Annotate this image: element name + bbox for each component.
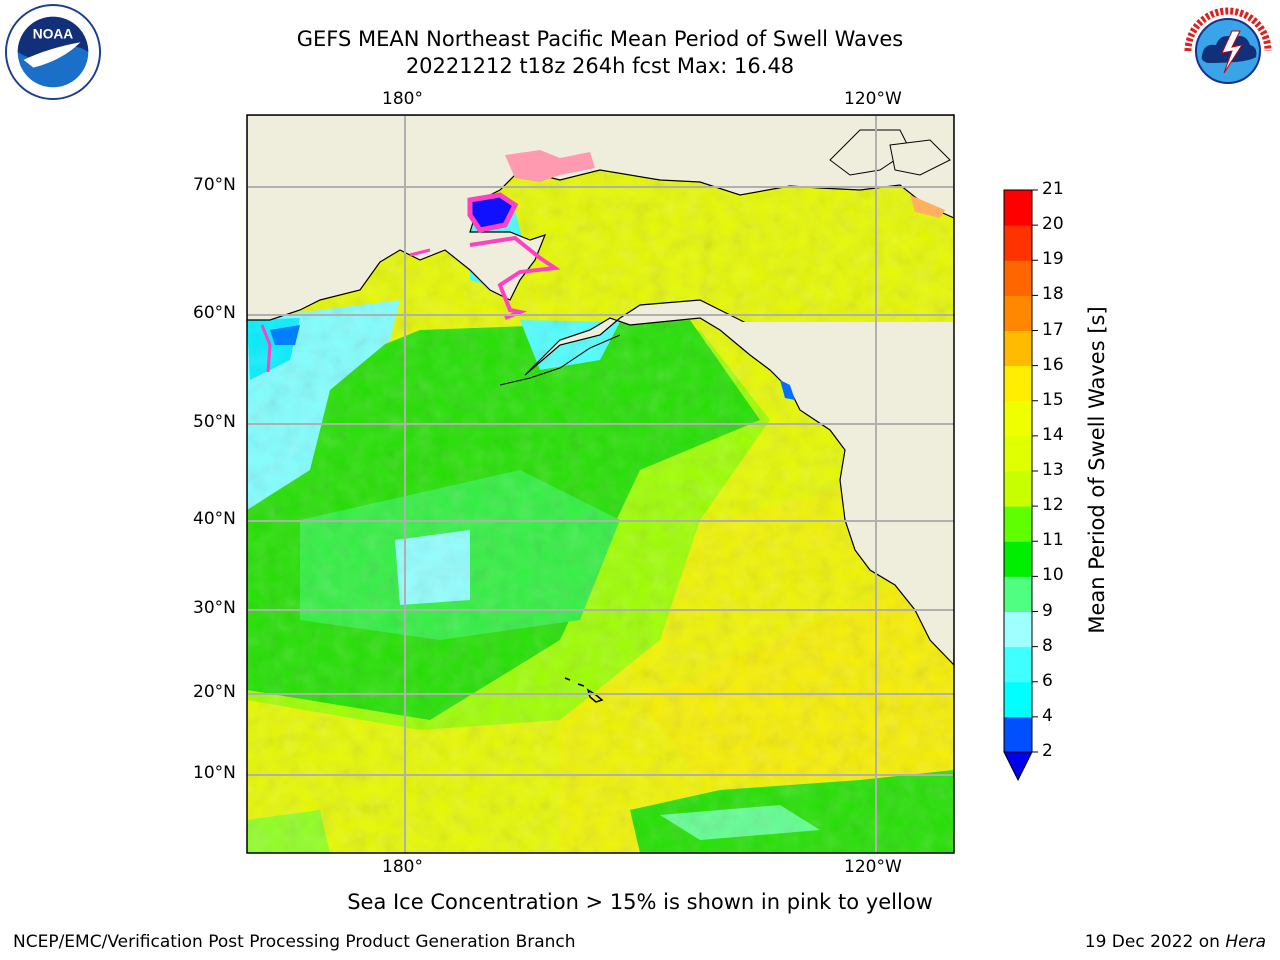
land-north [247,115,954,321]
map-plot-area [247,115,954,853]
colorbar-tick-label: 10 [1042,565,1064,586]
lon-bottom-180: 180° [382,857,423,877]
noaa-logo: NOAA [4,3,102,101]
colorbar-segment [1004,716,1032,753]
colorbar-segment [1004,400,1032,437]
colorbar-tick-label: 17 [1042,319,1064,340]
land-island-2 [889,139,951,176]
colorbar-title: Mean Period of Swell Waves [s] [1085,306,1109,634]
sea-ice-note: Sea Ice Concentration > 15% is shown in … [347,890,933,914]
colorbar-tick-label: 19 [1042,249,1064,270]
colorbar-tick-label: 4 [1042,705,1053,726]
colorbar-tick-label: 11 [1042,530,1064,551]
colorbar-segment [1004,190,1032,226]
colorbar-tick-label: 13 [1042,460,1064,480]
colorbar-tick-label: 21 [1042,179,1064,199]
colorbar-segment [1004,330,1032,367]
colorbar-segment [1004,506,1032,542]
colorbar-segment [1004,225,1032,261]
colorbar-segment [1004,471,1032,507]
coastal-blue-patch [780,380,795,400]
sea-ice-edge [469,235,561,320]
lon-bottom-120w: 120°W [844,857,902,877]
chart-subtitle: 20221212 t18z 264h fcst Max: 16.48 [405,54,795,78]
lat-30n: 30°N [193,598,236,618]
sea-ice-deep-blue-west [270,325,300,345]
colorbar-segment [1004,576,1032,612]
nws-logo [1182,5,1274,97]
colorbar-tick-label: 15 [1042,389,1064,410]
lat-20n: 20°N [193,682,236,702]
colorbar-segment [1004,295,1032,331]
graticule [247,115,954,853]
lat-60n: 60°N [193,303,236,323]
colorbar-tick-label: 16 [1042,354,1064,375]
colorbar-tick-label: 14 [1042,424,1064,445]
colorbar-tick-label: 20 [1042,214,1064,235]
sea-ice-bering [467,192,519,233]
colorbar-tick-label: 2 [1042,741,1053,761]
footer-date: 19 Dec 2022 on Hera [1085,932,1266,952]
colorbar-segment [1004,681,1032,718]
lat-70n: 70°N [193,175,236,195]
lat-10n: 10°N [193,763,236,783]
sea-ice-west [260,248,431,373]
lat-50n: 50°N [193,412,236,432]
colorbar-segment [1004,365,1032,402]
lon-top-180: 180° [382,89,423,109]
land-na-fill [720,322,954,650]
colorbar-tick-label: 6 [1042,670,1053,691]
colorbar-tick-label: 18 [1042,284,1064,305]
colorbar-segment [1004,435,1032,472]
chart-title: GEFS MEAN Northeast Pacific Mean Period … [296,27,904,51]
colorbar-segment [1004,541,1032,577]
colorbar-segment [1004,646,1032,683]
sea-ice-north [505,150,595,182]
colorbar-segment [1004,260,1032,296]
colorbar [1003,189,1038,782]
aleutian-islands [499,334,621,386]
lat-40n: 40°N [193,509,236,529]
footer-credit: NCEP/EMC/Verification Post Processing Pr… [13,932,576,952]
colorbar-tick-label: 9 [1042,600,1053,621]
colorbar-tick-label: 12 [1042,495,1064,516]
colorbar-extend-arrow [1003,751,1033,782]
lon-top-120w: 120°W [844,89,902,109]
footer-host: Hera [1225,932,1266,952]
colorbar-segment [1004,611,1032,648]
footer-date-text: 19 Dec 2022 on [1084,932,1226,952]
colorbar-tick-label: 8 [1042,635,1053,656]
sea-ice-canada [910,195,945,218]
noaa-logo-text: NOAA [33,26,73,41]
map-frame [246,114,955,854]
